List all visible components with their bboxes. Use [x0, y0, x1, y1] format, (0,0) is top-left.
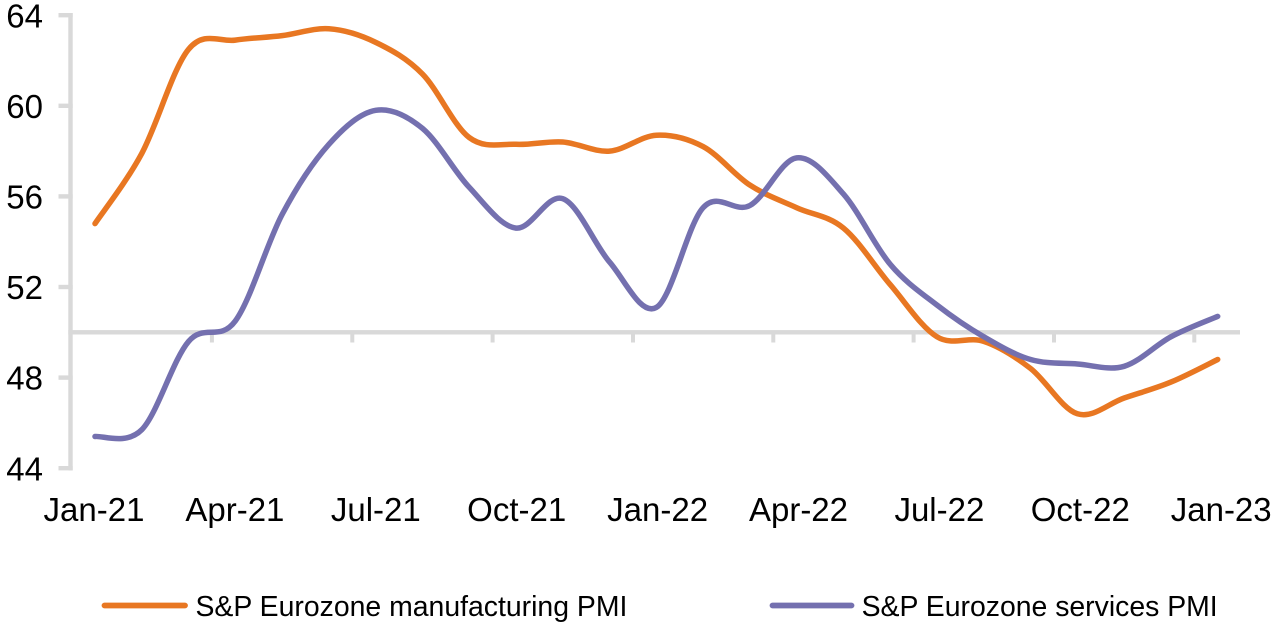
svg-text:Apr-21: Apr-21: [185, 491, 284, 528]
svg-text:Oct-22: Oct-22: [1031, 491, 1130, 528]
svg-text:Jan-21: Jan-21: [44, 491, 145, 528]
svg-text:48: 48: [6, 360, 43, 397]
svg-text:56: 56: [6, 179, 43, 216]
svg-text:64: 64: [6, 0, 43, 34]
svg-text:60: 60: [6, 88, 43, 125]
svg-text:S&P Eurozone manufacturing PMI: S&P Eurozone manufacturing PMI: [196, 591, 628, 623]
svg-text:S&P Eurozone services PMI: S&P Eurozone services PMI: [862, 591, 1218, 623]
svg-text:Jul-22: Jul-22: [894, 491, 984, 528]
svg-text:Oct-21: Oct-21: [467, 491, 566, 528]
svg-text:Jan-22: Jan-22: [607, 491, 708, 528]
svg-text:Jul-21: Jul-21: [331, 491, 421, 528]
svg-text:Apr-22: Apr-22: [749, 491, 848, 528]
svg-text:Jan-23: Jan-23: [1171, 491, 1272, 528]
svg-text:44: 44: [6, 450, 43, 487]
svg-text:52: 52: [6, 269, 43, 306]
